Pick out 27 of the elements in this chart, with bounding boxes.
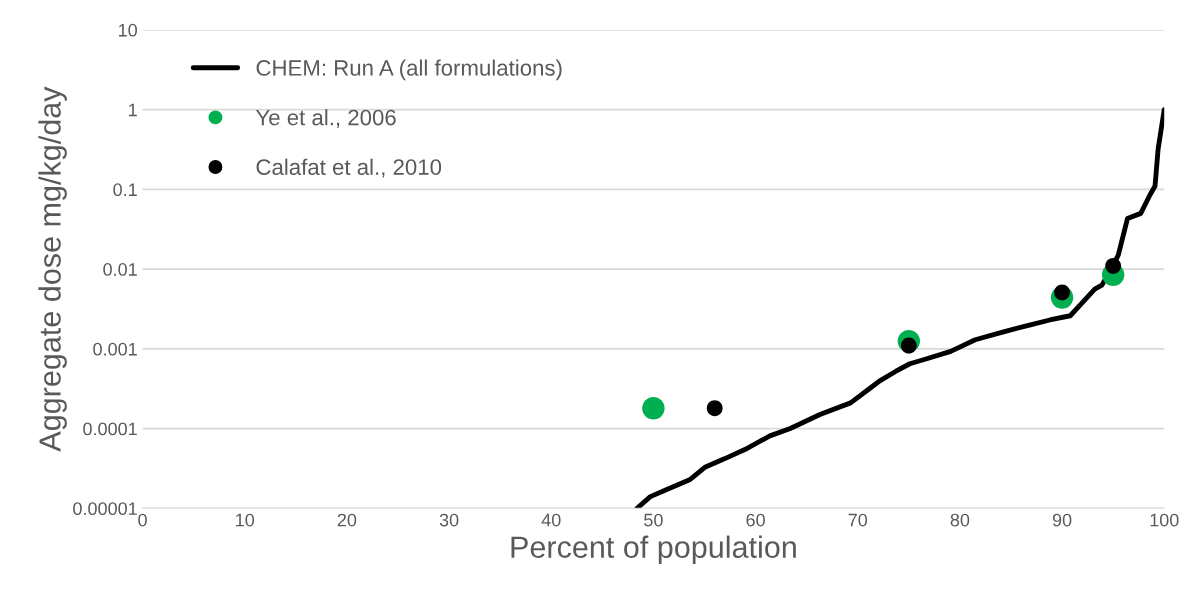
x-axis-title: Percent of population	[511, 535, 796, 565]
y-axis-title: Aggregate dose mg/kg/day	[38, 86, 67, 452]
y-tick-label: 0.001	[93, 342, 137, 356]
x-tick-label: 100	[1150, 513, 1179, 527]
legend-label: Ye et al., 2006	[255, 109, 396, 129]
x-tick-label: 20	[337, 513, 357, 527]
x-tick-label: 70	[848, 513, 868, 527]
x-tick-label: 50	[644, 513, 663, 527]
y-tick-label: 0.1	[113, 183, 137, 197]
x-tick-label: 0	[138, 513, 147, 527]
x-tick-label: 80	[950, 513, 970, 527]
point	[706, 400, 723, 417]
x-tick-label: 30	[439, 513, 459, 527]
point	[642, 397, 665, 420]
point	[1105, 257, 1122, 274]
y-tick-label: 0.0001	[83, 422, 137, 436]
y-tick-label: 10	[118, 23, 137, 37]
x-tick-label: 40	[541, 513, 561, 527]
legend-label: CHEM: Run A (all formulations)	[256, 59, 562, 81]
x-tick-label: 90	[1052, 513, 1072, 527]
x-tick-label: 60	[746, 513, 765, 527]
y-tick-label: 0.01	[103, 263, 137, 276]
y-tick-label: 0.00001	[73, 502, 137, 516]
y-tick-label: 1	[129, 103, 137, 117]
x-tick-label: 10	[236, 513, 255, 527]
line-series	[634, 107, 1165, 509]
legend-label: Calafat et al., 2010	[256, 158, 442, 178]
